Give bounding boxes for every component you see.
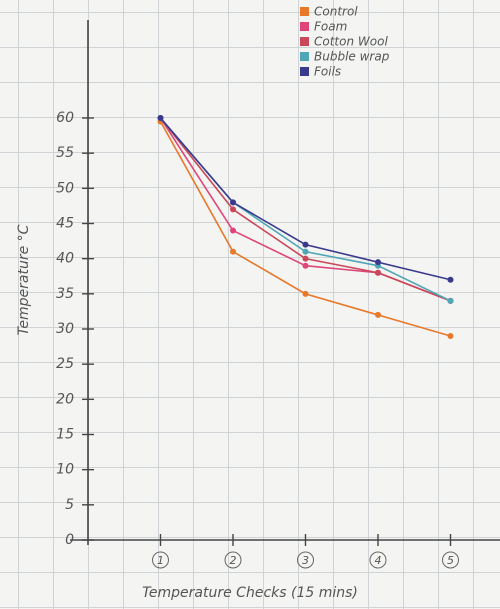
- x-tick-label: 5: [447, 554, 454, 567]
- y-tick-label: 15: [56, 427, 74, 443]
- legend-swatch: [300, 37, 309, 46]
- x-axis-label: Temperature Checks (15 mins): [142, 585, 358, 601]
- x-tick-label: 1: [157, 554, 164, 567]
- data-point: [230, 249, 236, 255]
- series-line: [161, 118, 451, 301]
- page: Temperature Checks (15 mins) Temperature…: [0, 0, 500, 609]
- data-point: [230, 199, 236, 205]
- legend-swatch: [300, 7, 309, 16]
- data-point: [448, 298, 454, 304]
- series-line: [161, 118, 451, 301]
- data-point: [448, 333, 454, 339]
- y-tick-label: 55: [56, 145, 74, 161]
- chart: Temperature Checks (15 mins) Temperature…: [0, 0, 500, 609]
- y-tick-label: 20: [56, 391, 74, 407]
- y-tick-label: 60: [56, 110, 74, 126]
- data-point: [303, 291, 309, 297]
- data-point: [230, 228, 236, 234]
- data-point: [303, 249, 309, 255]
- data-point: [375, 270, 381, 276]
- y-tick-label: 35: [56, 286, 74, 302]
- data-point: [230, 206, 236, 212]
- data-point: [375, 259, 381, 265]
- data-point: [448, 277, 454, 283]
- series-line: [161, 122, 451, 337]
- y-tick-label: 10: [56, 462, 74, 478]
- legend-swatch: [300, 52, 309, 61]
- legend-swatch: [300, 22, 309, 31]
- series-line: [161, 118, 451, 301]
- x-tick-label: 4: [375, 554, 382, 567]
- y-tick-label: 30: [56, 321, 74, 337]
- data-point: [303, 242, 309, 248]
- legend-label: Foam: [314, 20, 347, 34]
- data-point: [375, 312, 381, 318]
- y-tick-label: 40: [56, 251, 74, 267]
- x-tick-label: 2: [230, 554, 237, 567]
- y-tick-label: 5: [65, 497, 74, 513]
- legend-label: Foils: [314, 65, 341, 79]
- y-tick-label: 25: [56, 356, 74, 372]
- data-point: [303, 256, 309, 262]
- y-tick-label: 45: [56, 216, 74, 232]
- legend-label: Bubble wrap: [314, 50, 390, 64]
- y-tick-label: 50: [56, 180, 74, 196]
- y-tick-label: 0: [65, 532, 74, 548]
- data-point: [158, 115, 164, 121]
- y-axis-label: Temperature °C: [16, 224, 32, 335]
- legend-label: Control: [314, 5, 358, 19]
- x-tick-label: 3: [302, 554, 309, 567]
- legend-label: Cotton Wool: [314, 35, 388, 49]
- legend-swatch: [300, 67, 309, 76]
- data-point: [303, 263, 309, 269]
